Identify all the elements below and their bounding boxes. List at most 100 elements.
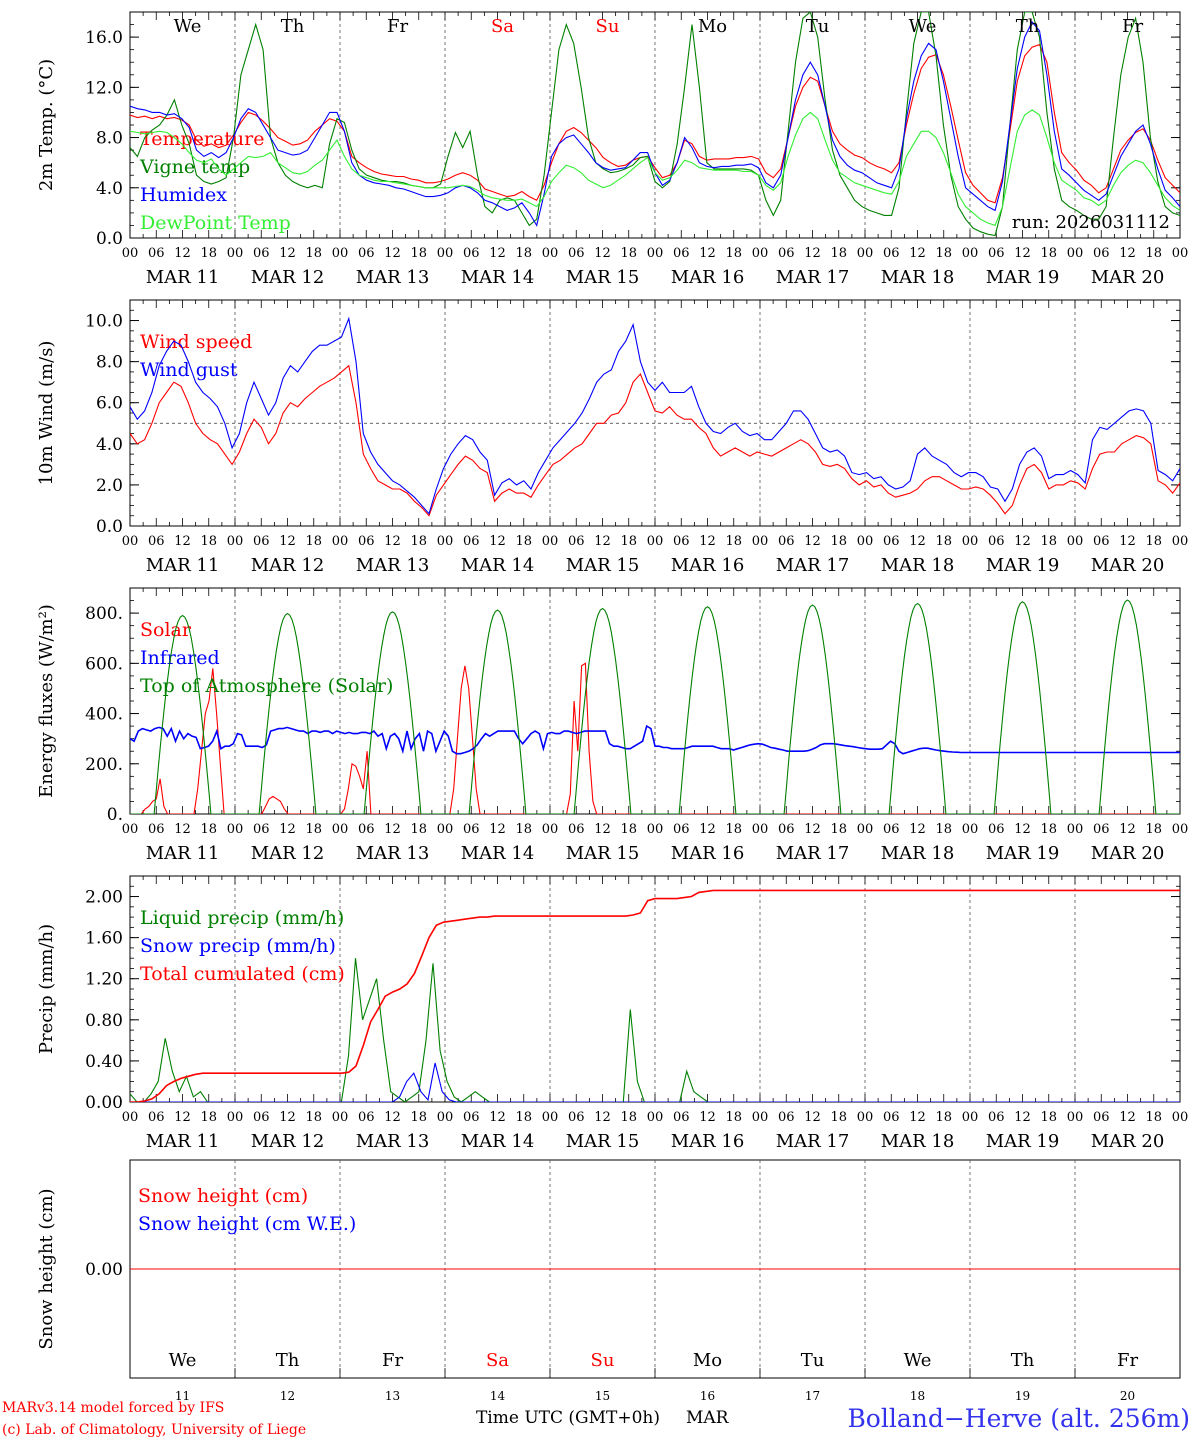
day-label: MAR 16 (671, 1131, 745, 1152)
hour-label: 18 (410, 822, 427, 837)
hour-label: 06 (148, 822, 165, 837)
series-line-wind-speed (130, 364, 1180, 517)
time-axis-month: MAR (686, 1408, 730, 1428)
y-tick-label: 2.0 (96, 476, 123, 496)
y-tick-label: 0.80 (85, 1011, 123, 1031)
day-label: MAR 18 (881, 555, 955, 576)
y-tick-label: 600. (85, 654, 123, 674)
hour-label: 00 (437, 246, 454, 261)
y-axis-title: 10m Wind (m/s) (36, 341, 57, 486)
hour-label: 18 (725, 534, 742, 549)
run-label: run: 2026031112 (1012, 212, 1170, 233)
hour-label: 12 (489, 822, 506, 837)
panel-temp: 0.0 4.0 8.0 12.0 16.0 2m Temp. (°C) Temperatur… (36, 11, 1188, 288)
hour-label: 12 (594, 534, 611, 549)
day-label: MAR 14 (461, 1131, 535, 1152)
day-number: 18 (910, 1389, 925, 1403)
legend-entry: DewPoint Temp (140, 212, 291, 234)
y-tick-label: 8.0 (96, 129, 123, 149)
day-label: MAR 19 (986, 843, 1060, 864)
hour-label: 12 (594, 822, 611, 837)
hour-label: 06 (988, 822, 1005, 837)
footer: MARv3.14 model forced by IFS (c) Lab. of… (2, 1400, 1190, 1438)
hour-label: 00 (122, 534, 139, 549)
hour-label: 00 (122, 822, 139, 837)
hour-label: 06 (463, 1110, 480, 1125)
hour-label: 12 (384, 246, 401, 261)
hour-label: 18 (1040, 534, 1057, 549)
y-axis-title: Energy fluxes (W/m²) (36, 604, 57, 798)
series-line-dewpoint-temp (130, 109, 1180, 227)
hour-label: 12 (1119, 534, 1136, 549)
hour-label: 06 (358, 534, 375, 549)
hour-label: 00 (647, 534, 664, 549)
weekday-label: Th (1016, 16, 1040, 37)
hour-label: 00 (647, 246, 664, 261)
hour-label: 18 (620, 246, 637, 261)
weekday-label: Sa (491, 16, 514, 37)
hour-label: 18 (935, 246, 952, 261)
y-tick-label: 16.0 (85, 28, 123, 48)
hour-label: 12 (489, 246, 506, 261)
legend-entry: Top of Atmosphere (Solar) (140, 675, 393, 697)
hour-label: 00 (962, 534, 979, 549)
hour-label: 00 (437, 1110, 454, 1125)
hour-label: 12 (384, 822, 401, 837)
day-label: MAR 17 (776, 1131, 850, 1152)
panels: 0.0 4.0 8.0 12.0 16.0 2m Temp. (°C) Temperatur… (36, 11, 1189, 1403)
day-label: MAR 12 (251, 1131, 325, 1152)
day-label: MAR 20 (1091, 1131, 1165, 1152)
hour-label: 06 (883, 1110, 900, 1125)
hour-label: 12 (804, 246, 821, 261)
hour-label: 00 (857, 246, 874, 261)
hour-label: 18 (935, 1110, 952, 1125)
hour-label: 12 (804, 534, 821, 549)
day-label: MAR 15 (566, 843, 640, 864)
hour-label-end: 00 (1172, 822, 1189, 837)
hour-label: 06 (358, 1110, 375, 1125)
hour-label: 18 (1040, 1110, 1057, 1125)
day-label: MAR 15 (566, 267, 640, 288)
hour-label: 12 (174, 246, 191, 261)
weekday-label: Th (276, 1350, 300, 1371)
hour-label: 06 (253, 822, 270, 837)
hour-label: 18 (1145, 534, 1162, 549)
hour-label: 12 (699, 1110, 716, 1125)
hour-label: 06 (568, 822, 585, 837)
hour-label: 12 (594, 246, 611, 261)
weekday-label: Fr (382, 1350, 403, 1371)
hour-label: 18 (1040, 246, 1057, 261)
day-label: MAR 19 (986, 555, 1060, 576)
series-line-infrared (130, 724, 1180, 755)
hour-label: 06 (1093, 534, 1110, 549)
hour-label: 06 (568, 534, 585, 549)
day-number: 12 (280, 1389, 295, 1403)
day-label: MAR 14 (461, 267, 535, 288)
legend-entry: Liquid precip (mm/h) (140, 907, 344, 929)
day-label: MAR 16 (671, 267, 745, 288)
day-number: 15 (595, 1389, 610, 1403)
weekday-label: Tu (801, 1350, 825, 1371)
hour-label: 06 (883, 246, 900, 261)
hour-label: 06 (988, 1110, 1005, 1125)
hour-label: 06 (463, 534, 480, 549)
day-label: MAR 13 (356, 267, 430, 288)
y-tick-label: 800. (85, 604, 123, 624)
weekday-label: Th (281, 16, 305, 37)
day-label: MAR 13 (356, 555, 430, 576)
day-label: MAR 15 (566, 555, 640, 576)
legend-entry: Infrared (140, 647, 220, 669)
hour-label: 18 (830, 534, 847, 549)
day-label: MAR 15 (566, 1131, 640, 1152)
day-label: MAR 17 (776, 843, 850, 864)
day-label: MAR 19 (986, 1131, 1060, 1152)
weekday-label: Th (1011, 1350, 1035, 1371)
y-tick-label: 200. (85, 755, 123, 775)
hour-label: 06 (463, 246, 480, 261)
hour-label: 12 (1014, 1110, 1031, 1125)
weekday-label: We (174, 16, 202, 37)
day-label: MAR 17 (776, 267, 850, 288)
hour-label: 12 (804, 1110, 821, 1125)
y-tick-label: 0. (107, 805, 123, 825)
